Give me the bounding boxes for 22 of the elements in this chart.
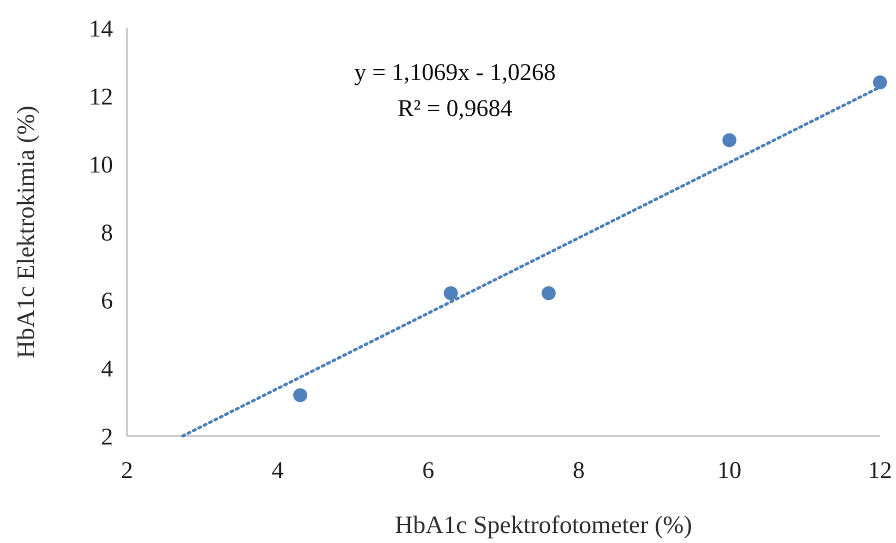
y-tick-label: 4	[101, 356, 113, 382]
y-axis-title: HbA1c Elektrokimia (%)	[13, 106, 40, 358]
point	[873, 75, 887, 90]
x-tick-label: 10	[717, 458, 742, 484]
x-tick-label: 4	[272, 458, 284, 484]
y-tick-label: 12	[89, 84, 113, 110]
x-tick-label: 12	[868, 458, 892, 484]
point	[722, 133, 736, 148]
x-axis-title: HbA1c Spektrofotometer (%)	[394, 512, 692, 539]
point	[293, 388, 308, 402]
point	[542, 286, 556, 300]
y-tick-label: 2	[101, 424, 113, 450]
x-tick-label: 6	[422, 458, 434, 484]
y-tick-label: 10	[89, 152, 113, 178]
y-tick-label: 14	[89, 16, 113, 42]
point	[444, 286, 458, 300]
annotation: y = 1,1069x - 1,0268	[354, 60, 556, 86]
annotation: R² = 0,9684	[398, 96, 512, 122]
x-tick-label: 2	[121, 458, 133, 484]
y-tick-label: 6	[101, 288, 113, 314]
y-tick-label: 8	[101, 220, 113, 246]
x-tick-label: 8	[572, 458, 585, 484]
